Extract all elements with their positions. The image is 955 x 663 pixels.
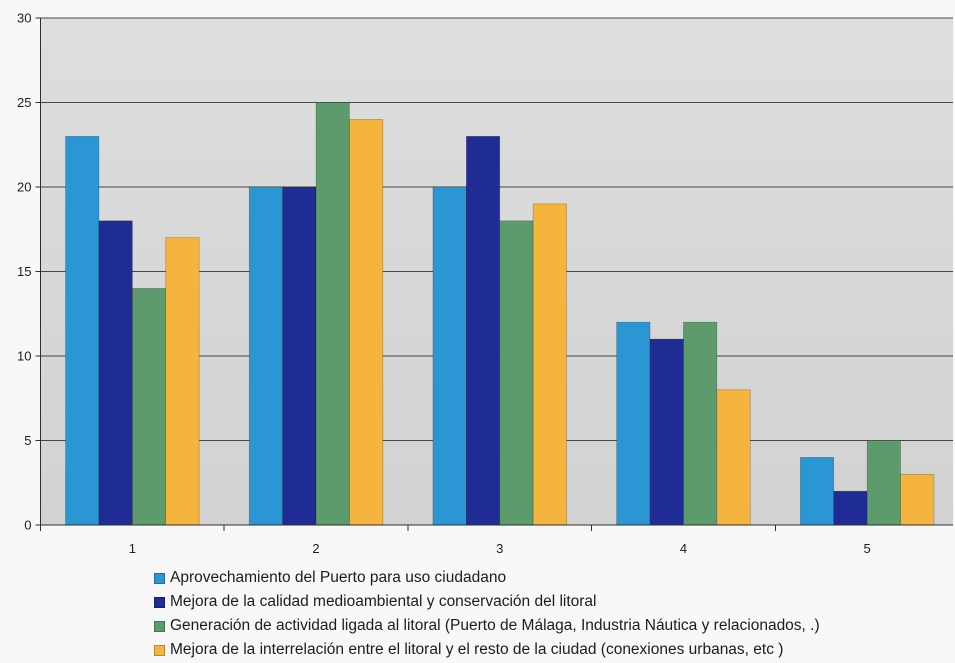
bar-series-3-category-4 (683, 321, 718, 526)
bar-series-2-category-4 (649, 338, 684, 526)
legend-swatch-2 (154, 596, 165, 608)
y-tick-label-20: 20 (17, 180, 31, 195)
bar-series-2-category-1 (98, 220, 133, 526)
legend-swatch-1 (154, 572, 165, 584)
bar-chart: 0 5 10 15 20 25 30 1 2 3 4 5 (17, 11, 953, 556)
x-tick-label-4: 4 (680, 541, 687, 556)
x-tick-label-5: 5 (864, 541, 871, 556)
y-tick-label-15: 15 (17, 264, 31, 279)
x-tick-label-1: 1 (129, 541, 136, 556)
bar-series-1-category-5 (799, 457, 835, 526)
bar-series-2-category-5 (833, 490, 868, 526)
legend-label-1: Aprovechamiento del Puerto para uso ciud… (170, 569, 507, 586)
legend-item-3: Generación de actividad ligada al litora… (154, 614, 914, 638)
bar-series-4-category-5 (900, 473, 935, 526)
legend-item-1: Aprovechamiento del Puerto para uso ciud… (154, 566, 914, 590)
legend-label-2: Mejora de la calidad medioambiental y co… (170, 593, 597, 610)
bar-series-1-category-1 (65, 135, 100, 526)
bar-series-4-category-1 (165, 237, 200, 526)
legend-item-2: Mejora de la calidad medioambiental y co… (154, 590, 914, 614)
y-tick-label-25: 25 (17, 95, 31, 110)
bar-series-2-category-2 (282, 186, 317, 526)
bar-series-4-category-3 (532, 203, 567, 526)
y-tick-label-30: 30 (17, 11, 31, 26)
legend: Aprovechamiento del Puerto para uso ciud… (154, 566, 914, 662)
legend-item-4: Mejora de la interrelación entre el lito… (154, 638, 914, 662)
bar-series-3-category-1 (132, 288, 167, 526)
legend-label-3: Generación de actividad ligada al litora… (170, 617, 820, 634)
bar-series-3-category-3 (499, 220, 534, 526)
bar-series-4-category-4 (716, 389, 751, 526)
x-tick-label-3: 3 (496, 541, 503, 556)
y-tick-label-0: 0 (24, 518, 31, 533)
bar-series-1-category-3 (432, 186, 467, 526)
legend-label-4: Mejora de la interrelación entre el lito… (170, 641, 784, 658)
bar-series-1-category-4 (616, 321, 651, 526)
bar-series-1-category-2 (248, 186, 284, 526)
y-tick-label-10: 10 (17, 349, 31, 364)
legend-swatch-3 (154, 620, 165, 632)
bar-series-2-category-3 (466, 135, 501, 526)
bar-series-3-category-5 (866, 440, 901, 526)
y-tick-label-5: 5 (24, 433, 31, 448)
x-tick-label-2: 2 (312, 541, 319, 556)
bar-series-4-category-2 (349, 119, 384, 526)
legend-swatch-4 (154, 644, 165, 656)
bar-series-3-category-2 (315, 102, 350, 526)
